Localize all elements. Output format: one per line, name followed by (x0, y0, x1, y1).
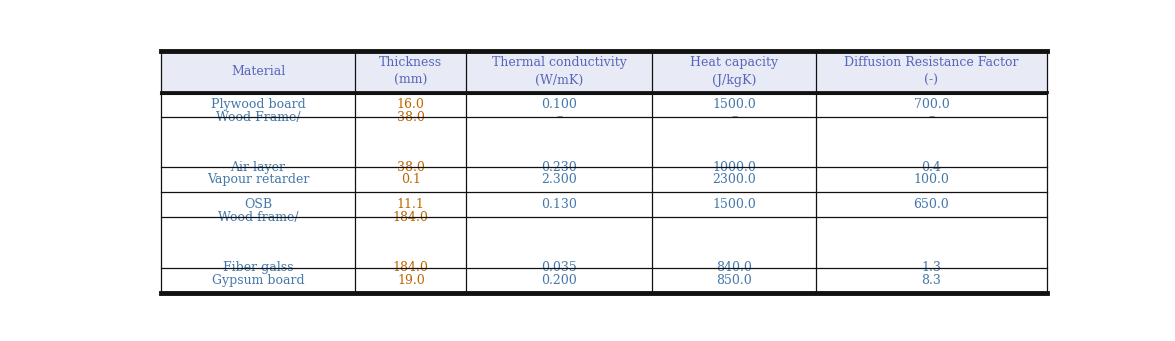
Text: 8.3: 8.3 (921, 274, 941, 287)
Text: 2.300: 2.300 (542, 173, 577, 186)
Text: 1500.0: 1500.0 (712, 98, 757, 111)
Text: –

0.035: – 0.035 (542, 211, 577, 274)
Text: Vapour retarder: Vapour retarder (207, 173, 309, 186)
Text: 0.200: 0.200 (542, 274, 577, 287)
Text: 0.100: 0.100 (542, 98, 577, 111)
Text: Wood Frame/

Air layer: Wood Frame/ Air layer (216, 110, 301, 174)
Bar (161, 268, 1047, 293)
Text: Gypsum board: Gypsum board (212, 274, 304, 287)
Text: –

1.3: – 1.3 (921, 211, 941, 274)
Text: 16.0: 16.0 (397, 98, 425, 111)
Text: Thickness
(mm): Thickness (mm) (380, 56, 443, 87)
Text: 1500.0: 1500.0 (712, 198, 757, 211)
Text: Diffusion Resistance Factor
(-): Diffusion Resistance Factor (-) (844, 56, 1019, 87)
Bar (161, 167, 1047, 192)
Bar (161, 218, 1047, 268)
Text: –

1000.0: – 1000.0 (712, 110, 757, 174)
Text: –

0.4: – 0.4 (921, 110, 941, 174)
Text: Thermal conductivity
(W/mK): Thermal conductivity (W/mK) (492, 56, 626, 87)
Text: 0.130: 0.130 (542, 198, 577, 211)
Text: 700.0: 700.0 (913, 98, 949, 111)
Text: Wood frame/

Fiber galss: Wood frame/ Fiber galss (217, 211, 298, 274)
Text: 11.1: 11.1 (397, 198, 425, 211)
Text: Heat capacity
(J/kgK): Heat capacity (J/kgK) (690, 56, 778, 87)
Text: 38.0

38.0: 38.0 38.0 (397, 110, 425, 174)
Text: –

840.0: – 840.0 (717, 211, 752, 274)
Bar (161, 192, 1047, 218)
Text: 19.0: 19.0 (397, 274, 424, 287)
Text: 184.0

184.0: 184.0 184.0 (392, 211, 429, 274)
Bar (161, 117, 1047, 167)
Text: Material: Material (230, 65, 286, 78)
Text: 0.1: 0.1 (401, 173, 421, 186)
Bar (161, 51, 1047, 92)
Text: –

0.230: – 0.230 (542, 110, 577, 174)
Text: Plywood board: Plywood board (210, 98, 306, 111)
Text: 850.0: 850.0 (717, 274, 752, 287)
Bar (161, 92, 1047, 117)
Text: 2300.0: 2300.0 (712, 173, 757, 186)
Text: 100.0: 100.0 (913, 173, 949, 186)
Text: OSB: OSB (244, 198, 273, 211)
Text: 650.0: 650.0 (913, 198, 949, 211)
